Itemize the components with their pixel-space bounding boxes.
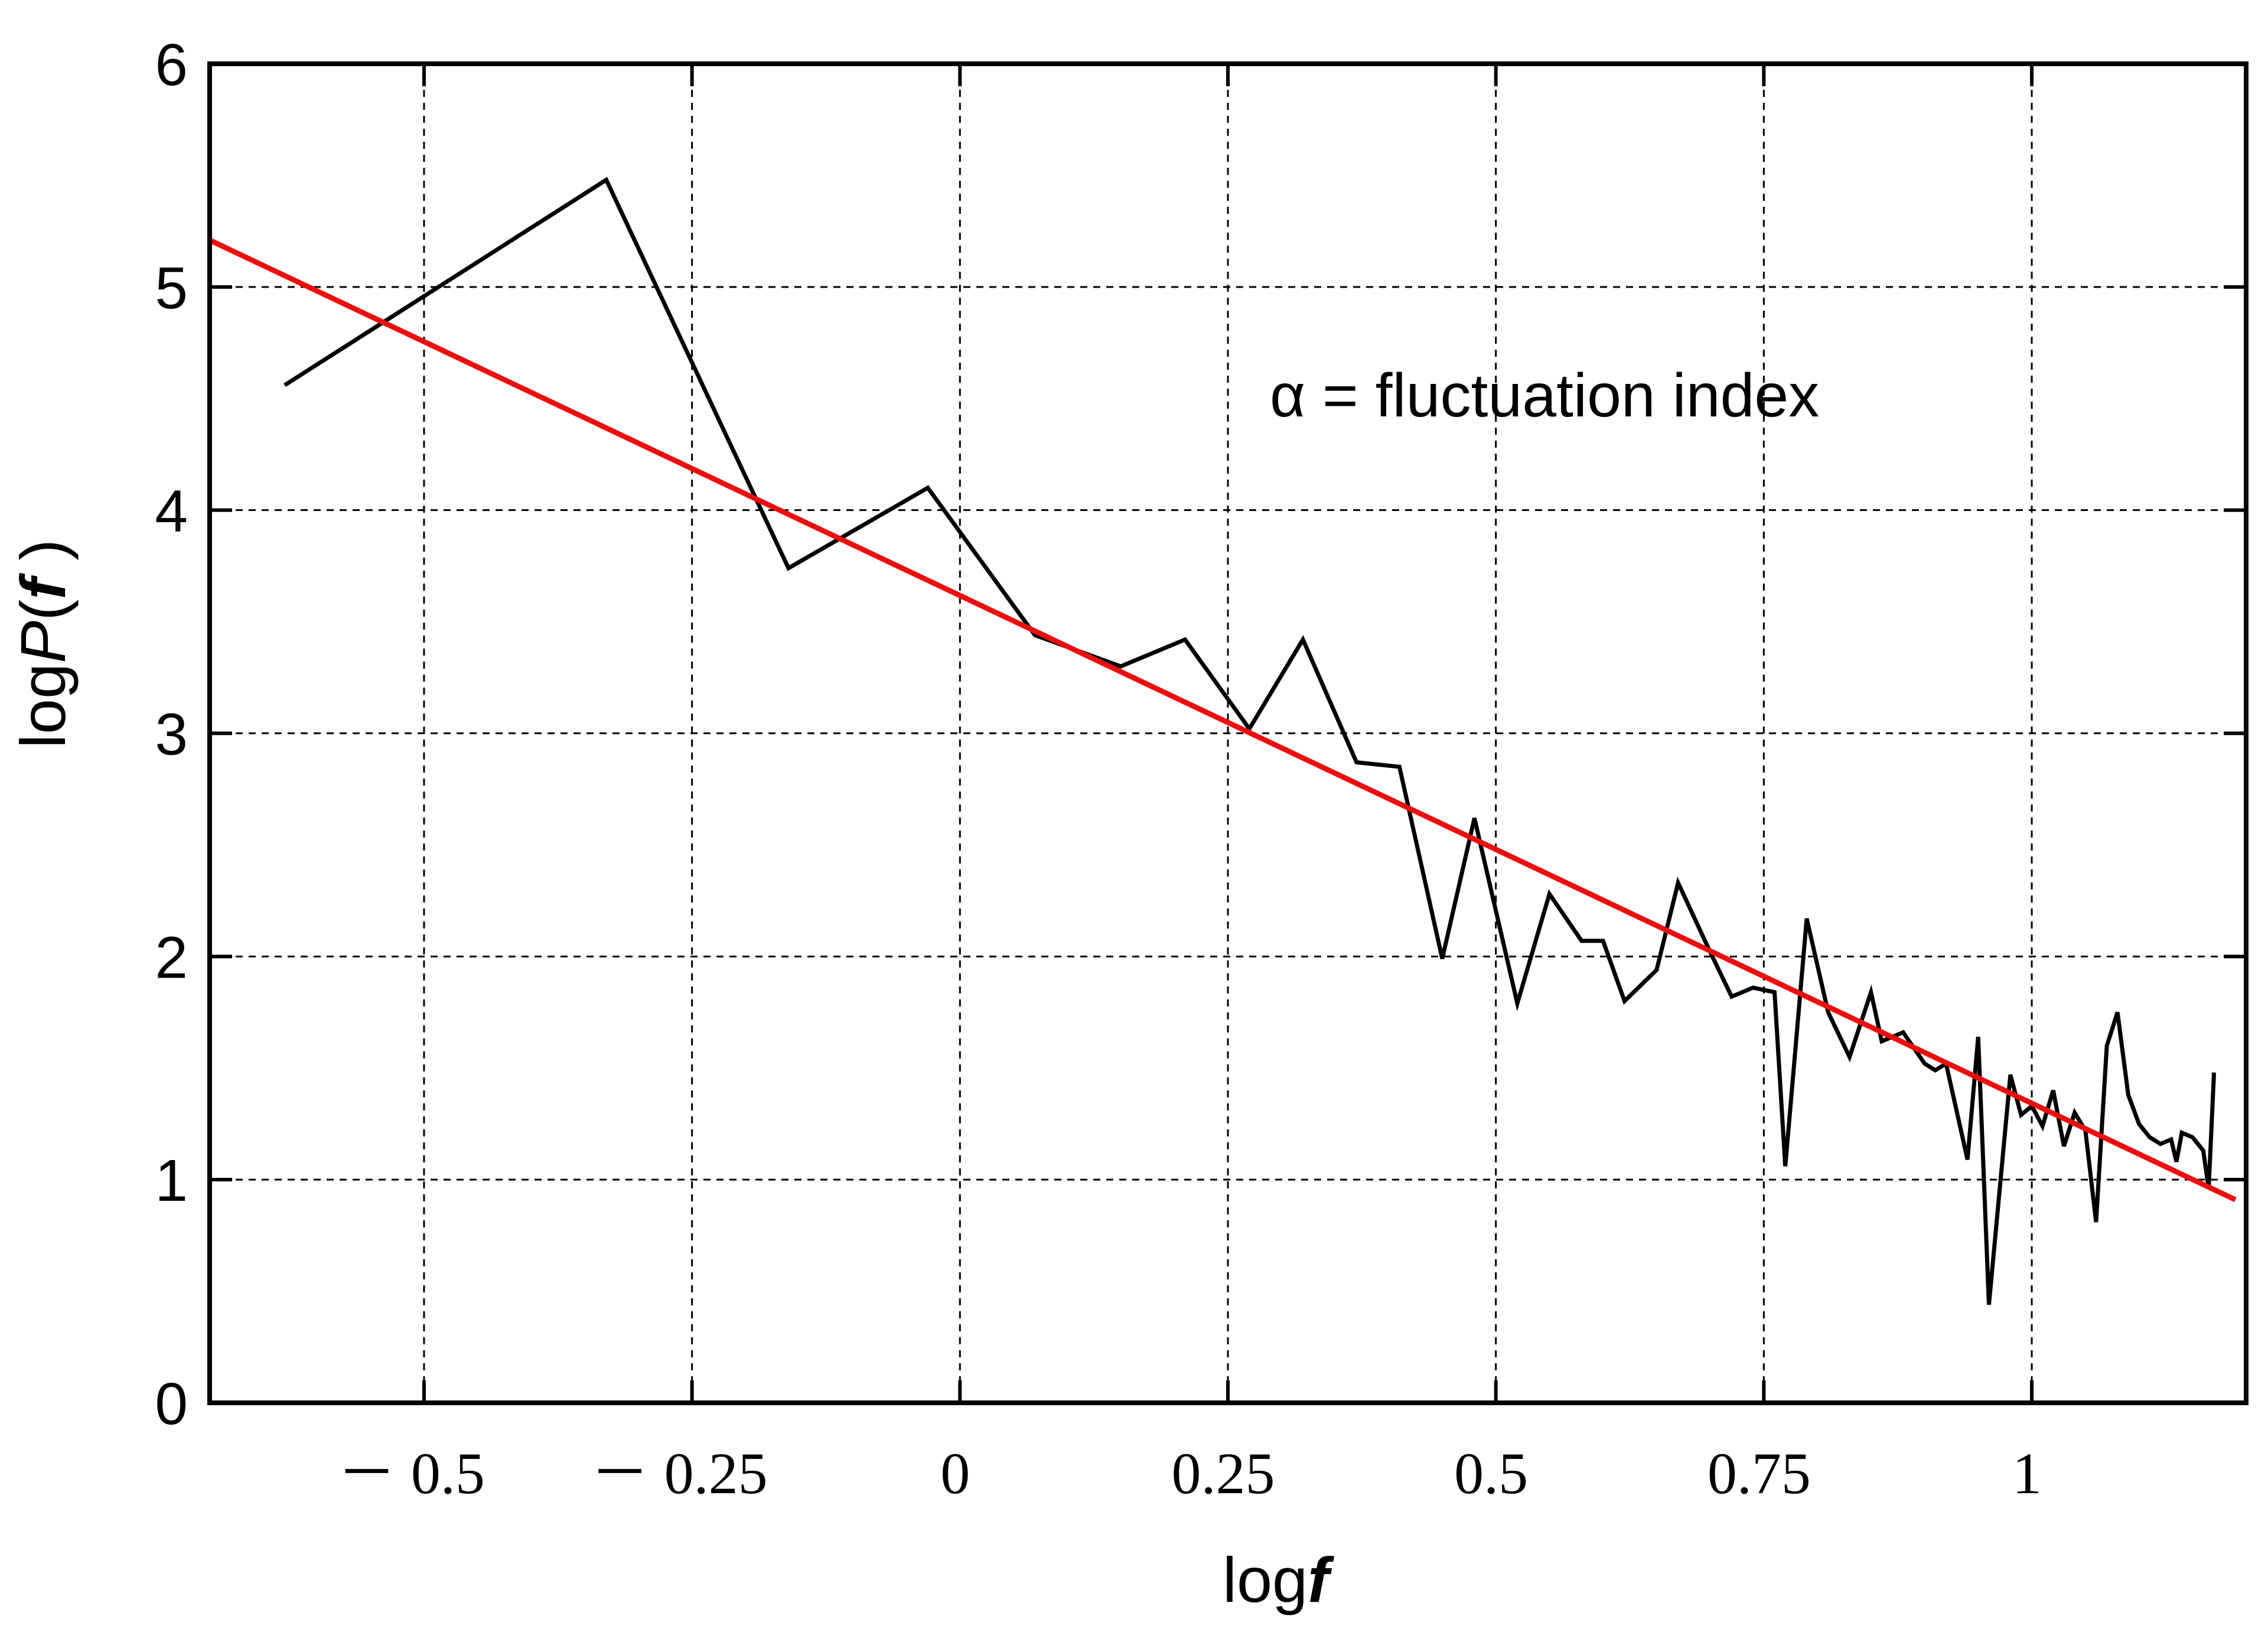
y-axis-label-close: ) [7,539,79,578]
grid [210,64,2246,1403]
y-tick-label: 1 [155,1148,188,1214]
y-tick-label: 5 [155,255,188,321]
y-tick-label: 3 [155,702,188,768]
x-tick-label: － 0.5 [337,1441,485,1506]
x-axis-label-prefix: log [1223,1544,1308,1615]
y-tick-label: 0 [155,1371,188,1437]
y-axis-label: logP(f ) [7,539,79,748]
x-tick-label: 0.75 [1707,1441,1811,1506]
y-tick-label: 6 [155,32,188,98]
x-tick-label: 1 [2012,1441,2042,1506]
y-axis-label-open: ( [7,600,79,621]
x-axis-label: logf [1223,1544,1334,1615]
series-layer [208,177,2237,1305]
y-tick-label: 2 [155,924,188,991]
fit-line [208,237,2237,1203]
y-axis: 0 1 2 3 4 5 6 [155,32,2246,1437]
y-axis-label-var1: P [7,621,79,663]
x-axis-label-var: f [1308,1544,1334,1615]
x-tick-label: 0.5 [1454,1441,1528,1506]
x-tick-label: 0.25 [1172,1441,1275,1506]
y-tick-label: 4 [155,478,188,545]
annotation: α = fluctuation index [1270,361,1819,430]
y-axis-label-prefix: log [7,663,79,748]
x-axis: － 0.5 － 0.25 0 0.25 0.5 0.75 1 [337,64,2042,1506]
x-tick-label: 0 [940,1441,970,1506]
x-tick-label: － 0.25 [591,1441,768,1506]
data-line [284,177,2217,1305]
